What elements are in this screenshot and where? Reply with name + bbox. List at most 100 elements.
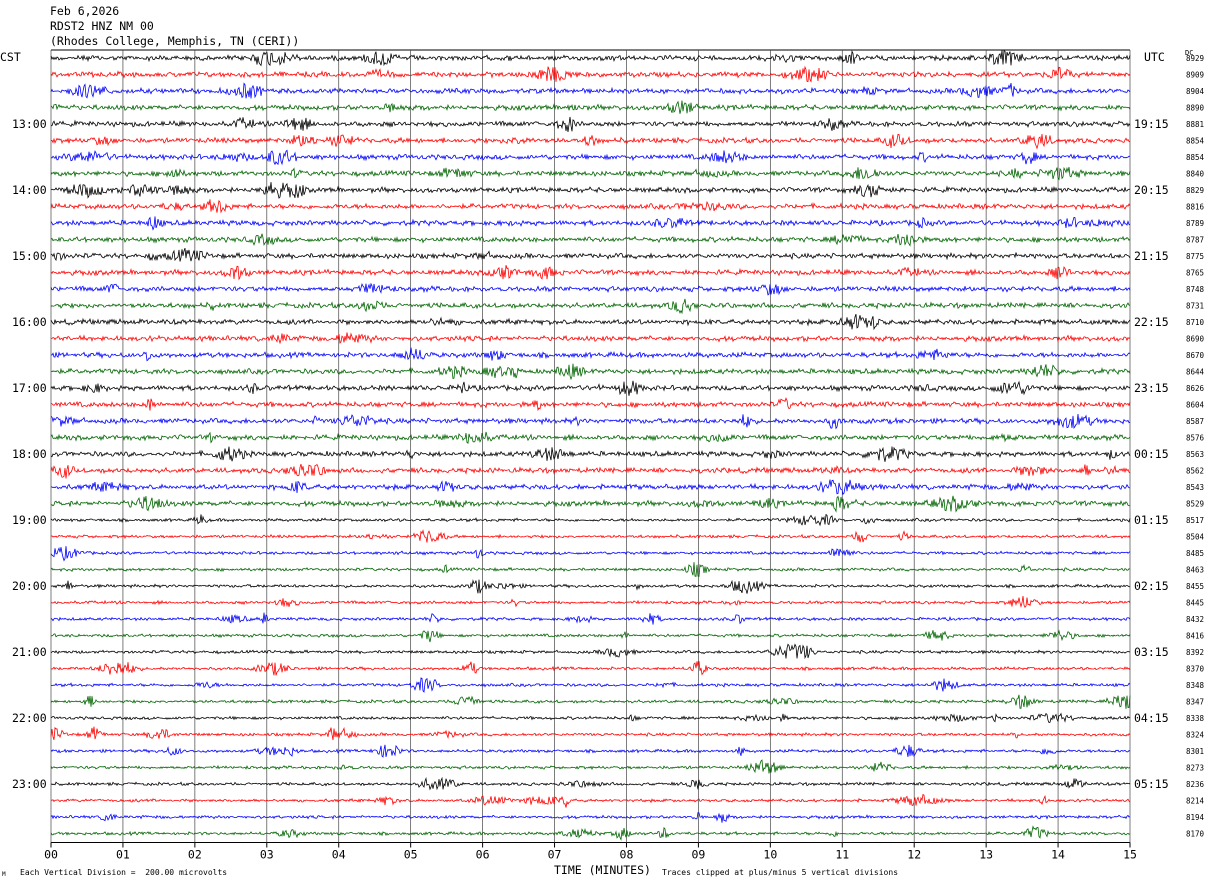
dc-offset-label: 8881 <box>1186 120 1204 129</box>
trace-line <box>50 562 1131 577</box>
trace-line <box>50 49 1131 67</box>
x-tick-label: 13 <box>979 848 993 862</box>
dc-offset-label: 8576 <box>1186 434 1205 443</box>
left-timezone-label: CST <box>0 50 21 64</box>
trace-line <box>50 546 1131 562</box>
x-tick-label: 05 <box>404 848 418 862</box>
dc-label: DC <box>1185 49 1194 57</box>
dc-offset-label: 8301 <box>1186 747 1204 756</box>
x-tick-label: 08 <box>620 848 634 862</box>
trace-line <box>50 825 1131 841</box>
trace-line <box>50 677 1131 693</box>
dc-offset-label: 8529 <box>1186 500 1204 509</box>
trace-line <box>50 199 1131 214</box>
dc-offset-label: 8445 <box>1186 599 1204 608</box>
left-hour-label: 17:00 <box>12 381 47 395</box>
left-hour-label: 14:00 <box>12 183 47 197</box>
trace-line <box>50 776 1131 791</box>
dc-offset-label: 8816 <box>1186 203 1205 212</box>
right-hour-label: 00:15 <box>1134 447 1169 461</box>
x-tick-label: 02 <box>188 848 202 862</box>
trace-line <box>51 332 1131 345</box>
trace-line <box>50 479 1131 496</box>
dc-offset-label: 8170 <box>1186 830 1205 839</box>
trace-line <box>50 282 1131 296</box>
trace-line <box>50 513 1131 527</box>
trace-line <box>50 65 1131 83</box>
scale-note: Each Vertical Division = 200.00 microvol… <box>20 868 228 877</box>
dc-offset-label: 8324 <box>1186 731 1205 740</box>
trace-line <box>50 380 1131 396</box>
trace-line <box>50 596 1131 609</box>
trace-line <box>50 363 1131 381</box>
header-date: Feb 6,2026 <box>50 4 120 18</box>
trace-line <box>50 579 1131 594</box>
right-hour-label: 23:15 <box>1134 381 1169 395</box>
trace-line <box>50 759 1131 774</box>
trace-line <box>50 744 1131 758</box>
dc-offset-label: 8604 <box>1186 401 1205 410</box>
trace-line <box>50 100 1131 114</box>
x-tick-label: 10 <box>763 848 777 862</box>
trace-line <box>50 247 1131 262</box>
dc-offset-label: 8929 <box>1186 54 1204 63</box>
dc-offset-label: 8670 <box>1186 351 1205 360</box>
dc-offset-label: 8273 <box>1186 764 1204 773</box>
dc-offset-label: 8789 <box>1186 219 1204 228</box>
trace-line <box>50 298 1131 315</box>
corner-mark: M <box>2 871 6 878</box>
right-hour-label: 01:15 <box>1134 513 1169 527</box>
x-tick-label: 04 <box>332 848 346 862</box>
dc-offset-label: 8775 <box>1186 252 1204 261</box>
x-tick-label: 11 <box>835 848 849 862</box>
trace-line <box>50 82 1131 99</box>
trace-line <box>50 414 1131 430</box>
dc-offset-label: 8563 <box>1186 450 1204 459</box>
trace-line <box>50 726 1131 741</box>
dc-offset-label: 8416 <box>1186 632 1205 641</box>
trace-line <box>50 431 1131 444</box>
dc-offset-label: 8370 <box>1186 665 1205 674</box>
trace-line <box>50 233 1131 247</box>
dc-offset-label: 8731 <box>1186 302 1204 311</box>
left-hour-label: 18:00 <box>12 447 47 461</box>
header-station: RDST2 HNZ NM 00 <box>50 19 154 33</box>
x-tick-label: 03 <box>260 848 274 862</box>
trace-line <box>50 116 1131 132</box>
dc-offset-label: 8890 <box>1186 104 1205 113</box>
trace-line <box>50 495 1131 513</box>
trace-line <box>50 660 1131 676</box>
trace-line <box>50 446 1131 462</box>
trace-line <box>50 347 1131 362</box>
right-hour-label: 02:15 <box>1134 579 1169 593</box>
right-timezone-label: UTC <box>1144 50 1165 64</box>
dc-offset-label: 8504 <box>1186 533 1205 542</box>
dc-offset-label: 8765 <box>1186 269 1204 278</box>
dc-offset-label: 8644 <box>1186 368 1205 377</box>
dc-offset-label: 8347 <box>1186 698 1204 707</box>
x-tick-label: 14 <box>1051 848 1065 862</box>
x-tick-label: 09 <box>691 848 705 862</box>
trace-line <box>50 612 1131 625</box>
trace-line <box>50 629 1131 643</box>
dc-offset-label: 8854 <box>1186 153 1205 162</box>
header-site: (Rhodes College, Memphis, TN (CERI)) <box>50 34 300 48</box>
dc-offset-label: 8840 <box>1186 170 1205 179</box>
left-hour-label: 13:00 <box>12 117 47 131</box>
dc-offset-label: 8562 <box>1186 467 1204 476</box>
x-tick-label: 06 <box>476 848 490 862</box>
trace-line <box>50 397 1131 412</box>
dc-offset-label: 8787 <box>1186 236 1204 245</box>
trace-line <box>50 166 1131 181</box>
left-hour-label: 20:00 <box>12 579 47 593</box>
right-hour-label: 20:15 <box>1134 183 1169 197</box>
left-hour-label: 15:00 <box>12 249 47 263</box>
x-tick-label: 01 <box>116 848 130 862</box>
clip-note: Traces clipped at plus/minus 5 vertical … <box>662 868 899 877</box>
dc-offset-label: 8626 <box>1186 384 1205 393</box>
left-hour-label: 16:00 <box>12 315 47 329</box>
right-hour-label: 22:15 <box>1134 315 1169 329</box>
trace-line <box>50 811 1131 823</box>
dc-offset-label: 8463 <box>1186 566 1204 575</box>
